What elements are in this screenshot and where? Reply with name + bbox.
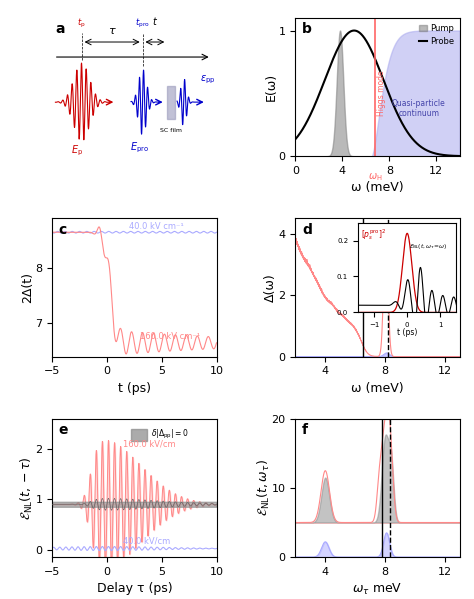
Bar (167, 86, 174, 119)
Bar (131, 428, 147, 441)
Text: $\varepsilon_\mathrm{pp}$: $\varepsilon_\mathrm{pp}$ (200, 74, 216, 86)
Text: $t_\mathrm{p}$: $t_\mathrm{p}$ (77, 17, 86, 30)
X-axis label: ω (meV): ω (meV) (351, 181, 404, 195)
Text: SC film: SC film (160, 128, 182, 133)
Y-axis label: $\mathcal{E}_\mathrm{NL}(t,-\tau)$: $\mathcal{E}_\mathrm{NL}(t,-\tau)$ (19, 456, 35, 520)
Y-axis label: $\mathcal{E}_\mathrm{NL}(t,\omega_\tau)$: $\mathcal{E}_\mathrm{NL}(t,\omega_\tau)$ (255, 459, 272, 516)
Text: 40.0 kV cm⁻¹: 40.0 kV cm⁻¹ (129, 222, 183, 231)
Text: a: a (55, 22, 65, 36)
Y-axis label: 2Δ(t): 2Δ(t) (21, 272, 34, 303)
Text: $\delta|\Delta_\mathrm{pp}| = 0$: $\delta|\Delta_\mathrm{pp}| = 0$ (151, 428, 189, 441)
Text: $t_\mathrm{pro}$: $t_\mathrm{pro}$ (135, 17, 150, 30)
Text: $\tau$: $\tau$ (108, 26, 117, 37)
X-axis label: Delay τ (ps): Delay τ (ps) (97, 582, 172, 595)
X-axis label: $\omega_\tau$ meV: $\omega_\tau$ meV (352, 582, 403, 597)
Y-axis label: E(ω): E(ω) (264, 73, 277, 101)
Text: 160.0 kV cm⁻¹: 160.0 kV cm⁻¹ (140, 332, 200, 341)
Text: $\omega_\mathrm{H}$: $\omega_\mathrm{H}$ (368, 171, 383, 183)
Legend: Pump, Probe: Pump, Probe (417, 22, 456, 48)
Text: Higgs mode: Higgs mode (377, 71, 386, 116)
Text: $E_\mathrm{p}$: $E_\mathrm{p}$ (71, 144, 83, 158)
Text: $t$: $t$ (152, 16, 158, 28)
Text: c: c (59, 223, 67, 237)
Text: 40.0 kV/cm: 40.0 kV/cm (123, 537, 171, 546)
Text: $E_\mathrm{pro}$: $E_\mathrm{pro}$ (130, 141, 149, 155)
Text: d: d (302, 223, 312, 237)
X-axis label: t (ps): t (ps) (118, 382, 151, 395)
X-axis label: ω (meV): ω (meV) (351, 382, 404, 395)
Text: b: b (302, 22, 312, 36)
Text: 160.0 kV/cm: 160.0 kV/cm (123, 440, 176, 449)
Text: f: f (302, 423, 308, 437)
Text: e: e (59, 423, 68, 437)
Y-axis label: Δ(ω): Δ(ω) (264, 273, 277, 302)
Text: Quasi-particle
continuum: Quasi-particle continuum (392, 99, 446, 118)
